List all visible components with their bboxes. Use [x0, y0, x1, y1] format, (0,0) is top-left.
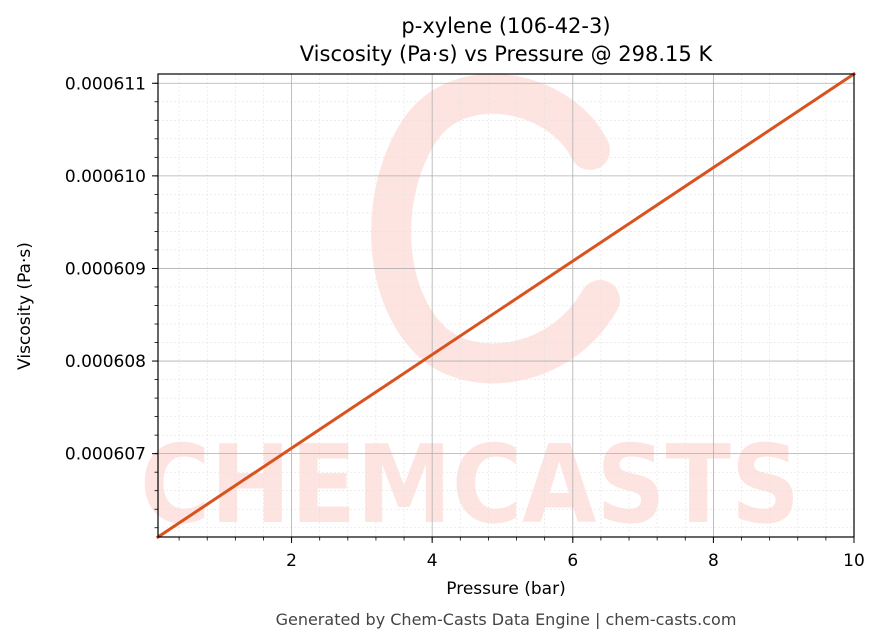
chart-title: p-xylene (106-42-3) — [401, 14, 610, 38]
watermark: CHEMCASTS — [140, 73, 800, 548]
x-axis-label: Pressure (bar) — [446, 579, 565, 599]
chart-subtitle: Viscosity (Pa·s) vs Pressure @ 298.15 K — [300, 42, 714, 66]
watermark-logo — [371, 73, 620, 384]
footer-credit: Generated by Chem-Casts Data Engine | ch… — [276, 610, 737, 629]
watermark-text: CHEMCASTS — [140, 423, 800, 548]
y-tick-label: 0.000611 — [65, 74, 146, 94]
x-tick-label: 8 — [708, 551, 719, 571]
x-tick-label: 6 — [567, 551, 578, 571]
minor-grid — [158, 74, 855, 537]
x-tick-label: 2 — [286, 551, 297, 571]
y-axis: 0.000607 0.000608 0.000609 0.000610 0.000611 — [65, 74, 158, 529]
y-tick-label: 0.000609 — [65, 259, 146, 279]
x-tick-label: 4 — [427, 551, 438, 571]
y-tick-label: 0.000607 — [65, 445, 146, 465]
y-tick-label: 0.000608 — [65, 352, 146, 372]
series-layer — [155, 71, 857, 540]
series-line-0 — [155, 71, 857, 540]
y-axis-label: Viscosity (Pa·s) — [15, 242, 35, 370]
x-axis: 2 4 6 8 10 — [178, 537, 865, 571]
y-tick-label: 0.000610 — [65, 167, 146, 187]
x-tick-label: 10 — [843, 551, 865, 571]
